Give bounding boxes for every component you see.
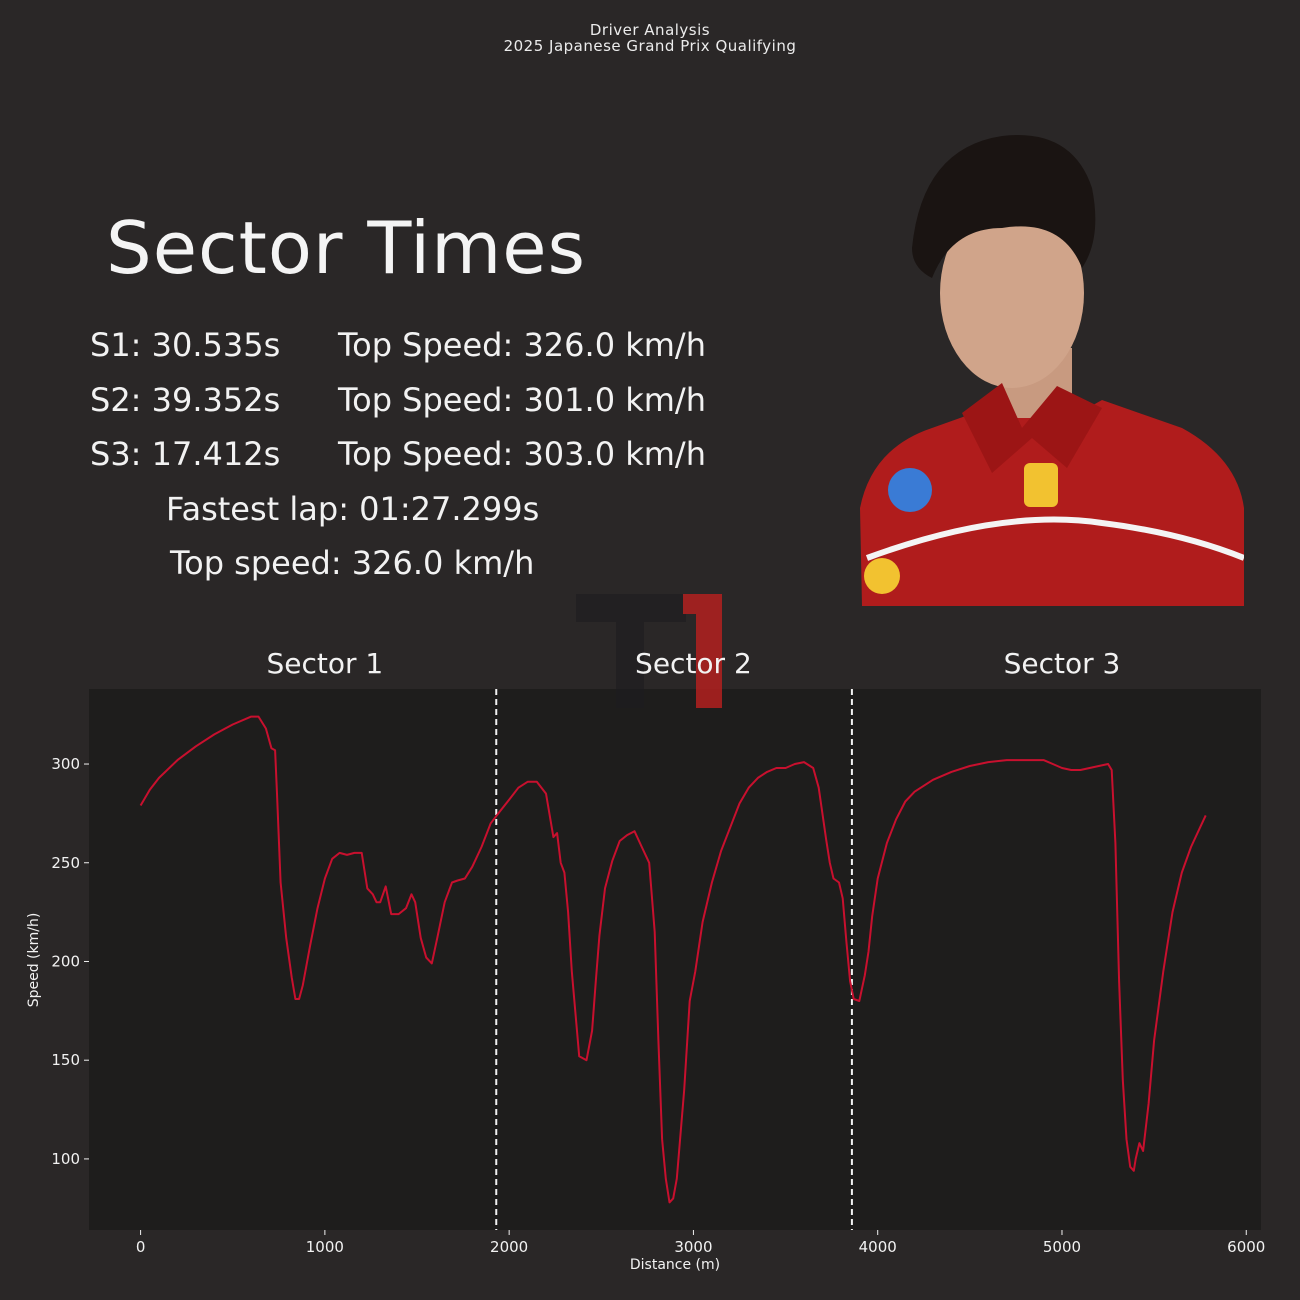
x-tick-label: 0 [136, 1238, 146, 1256]
x-tick-label: 1000 [306, 1238, 344, 1256]
y-axis-label: Speed (km/h) [26, 913, 42, 1008]
x-axis-label: Distance (m) [630, 1257, 720, 1273]
speed-line [139, 715, 1207, 1204]
sector-3-top-speed: Top Speed: 303.0 km/h [338, 435, 706, 473]
y-tick-label: 300 [51, 755, 80, 773]
header-line-2: 2025 Japanese Grand Prix Qualifying [503, 37, 797, 55]
team-badge [1024, 463, 1058, 507]
fastest-lap: Fastest lap: 01:27.299s [166, 490, 540, 528]
hair [912, 135, 1096, 278]
overall-top-speed: Top speed: 326.0 km/h [170, 544, 535, 582]
y-tick-label: 250 [51, 854, 80, 872]
sector-2-time: S2: 39.352s [90, 381, 281, 419]
sector-1-top-speed: Top Speed: 326.0 km/h [338, 326, 706, 364]
x-tick-label: 3000 [674, 1238, 712, 1256]
driver-portrait [860, 135, 1244, 606]
y-tick-label: 100 [51, 1150, 80, 1168]
sector-label-3: Sector 3 [1004, 647, 1121, 680]
y-tick-label: 150 [51, 1051, 80, 1069]
x-tick-label: 4000 [859, 1238, 897, 1256]
sector-label-2: Sector 2 [635, 647, 752, 680]
header-line-1: Driver Analysis [589, 21, 711, 39]
y-tick-label: 200 [51, 952, 80, 970]
sector-1-time: S1: 30.535s [90, 326, 281, 364]
suit-stripe [865, 516, 1244, 561]
collar [962, 383, 1102, 473]
sector-label-1: Sector 1 [267, 647, 384, 680]
sector-3-time: S3: 17.412s [90, 435, 281, 473]
plot-area [89, 689, 1261, 1230]
x-tick-label: 5000 [1043, 1238, 1081, 1256]
sector-times-title: Sector Times [106, 206, 587, 290]
chart-header: Driver Analysis 2025 Japanese Grand Prix… [0, 22, 1300, 54]
sector-2-top-speed: Top Speed: 301.0 km/h [338, 381, 706, 419]
x-tick-label: 2000 [490, 1238, 528, 1256]
sponsor-badge-shell [864, 558, 900, 594]
f1-logo [576, 594, 722, 708]
face [940, 198, 1084, 388]
x-tick-label: 6000 [1227, 1238, 1265, 1256]
sponsor-badge-left [888, 468, 932, 512]
